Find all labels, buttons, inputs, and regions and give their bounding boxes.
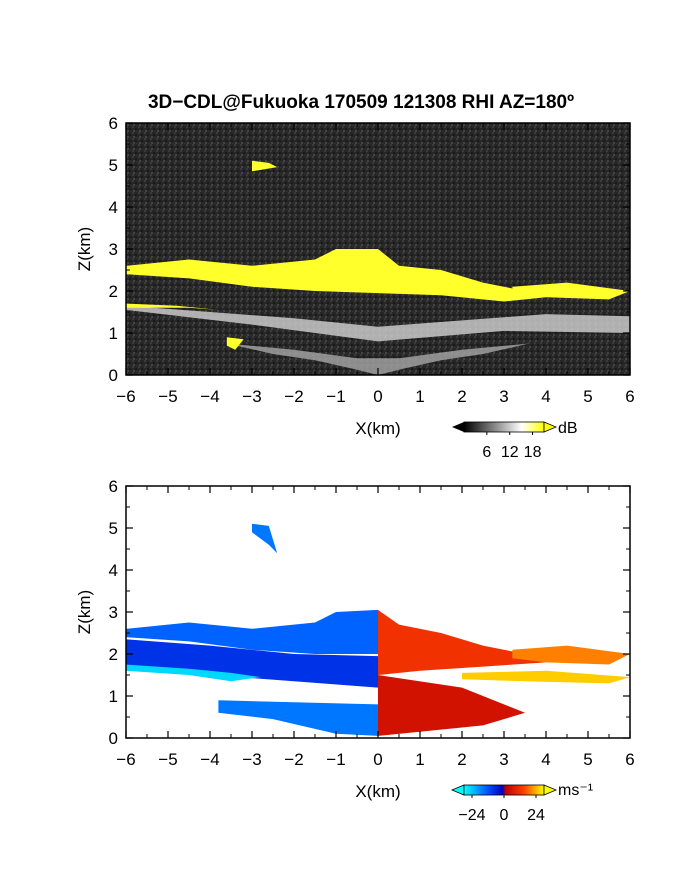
x-tick-label: −3 <box>242 750 261 769</box>
region-0 <box>226 343 530 375</box>
colorbar-velocity: ms⁻¹ −24 0 24 <box>450 782 593 824</box>
region-0 <box>126 609 378 654</box>
colorbar-strip-backscatter <box>463 421 545 433</box>
region-8 <box>462 670 630 684</box>
x-tick-label: −5 <box>158 387 177 406</box>
y-axis-label-backscatter: Z(km) <box>75 227 94 271</box>
colorbar-tick-label: 18 <box>524 444 542 461</box>
x-tick-label: 2 <box>457 387 466 406</box>
y-ticks-velocity: 0 1 2 3 4 5 6 <box>109 477 630 748</box>
colorbar-unit-backscatter: dB <box>558 420 578 437</box>
y-axis-label-velocity: Z(km) <box>75 590 94 634</box>
x-tick-label: 1 <box>415 387 424 406</box>
region-3 <box>252 523 278 554</box>
colorbar-tick-label: 0 <box>500 807 509 824</box>
region-1 <box>126 639 378 688</box>
colorbar-ticks-velocity: −24 0 24 <box>458 795 545 824</box>
x-tick-label: −2 <box>284 387 303 406</box>
x-tick-label: 6 <box>625 387 634 406</box>
colorbar-tick-label: 6 <box>482 444 491 461</box>
colorbar-arrow-right <box>543 421 558 433</box>
x-tick-label: 3 <box>499 387 508 406</box>
y-tick-label: 5 <box>109 519 118 538</box>
x-tick-label: 2 <box>457 750 466 769</box>
colorbar-strip-velocity <box>463 784 545 796</box>
x-tick-label: −6 <box>116 387 135 406</box>
x-tick-label: −4 <box>200 387 219 406</box>
region-2 <box>126 249 546 302</box>
region-5 <box>126 303 219 310</box>
y-tick-label: 4 <box>109 198 118 217</box>
colorbar-tick-label: −24 <box>458 807 485 824</box>
x-tick-label: −1 <box>326 387 345 406</box>
colorbar-ticks-backscatter: 6 12 18 <box>482 432 542 461</box>
region-6 <box>378 675 525 736</box>
chart-title: 3D−CDL@Fukuoka 170509 121308 RHI AZ=180º <box>148 92 574 113</box>
x-axis-label-velocity: X(km) <box>355 782 400 801</box>
colorbar-tick-label: 24 <box>527 807 545 824</box>
region-7 <box>512 645 630 665</box>
colorbar-unit-velocity: ms⁻¹ <box>558 782 593 799</box>
x-tick-label: −4 <box>200 750 219 769</box>
colorbar-arrow-left-velocity <box>450 784 465 796</box>
x-tick-label: 6 <box>625 750 634 769</box>
x-tick-label: 4 <box>541 750 550 769</box>
x-axis-label-backscatter: X(km) <box>355 419 400 438</box>
y-tick-label: 0 <box>109 729 118 748</box>
x-tick-label: −5 <box>158 750 177 769</box>
y-tick-label: 6 <box>109 477 118 496</box>
y-tick-label: 1 <box>109 324 118 343</box>
x-tick-label: −2 <box>284 750 303 769</box>
colorbar-backscatter: dB 6 12 18 <box>452 420 578 461</box>
y-tick-label: 4 <box>109 561 118 580</box>
x-ticks-velocity: −6 −5 −4 −3 −2 −1 0 1 2 3 4 5 6 <box>116 486 635 769</box>
region-2 <box>218 700 378 736</box>
y-tick-label: 5 <box>109 156 118 175</box>
y-tick-label: 2 <box>109 645 118 664</box>
y-tick-label: 2 <box>109 282 118 301</box>
x-tick-label: 3 <box>499 750 508 769</box>
region-4 <box>126 664 261 682</box>
x-tick-label: −3 <box>242 387 261 406</box>
x-tick-label: −6 <box>116 750 135 769</box>
y-tick-label: 1 <box>109 687 118 706</box>
x-tick-label: 4 <box>541 387 550 406</box>
x-tick-label: 5 <box>583 750 592 769</box>
regions-velocity <box>126 523 630 736</box>
y-tick-label: 6 <box>109 114 118 133</box>
colorbar-arrow-left <box>452 422 464 432</box>
x-tick-label: 0 <box>373 750 382 769</box>
regions-backscatter <box>126 160 630 375</box>
x-tick-label: 1 <box>415 750 424 769</box>
y-tick-label: 3 <box>109 603 118 622</box>
y-tick-label: 0 <box>109 366 118 385</box>
x-tick-label: 5 <box>583 387 592 406</box>
region-3 <box>512 282 630 300</box>
x-tick-label: 0 <box>373 387 382 406</box>
region-1 <box>126 305 630 342</box>
x-ticks-backscatter: −6 −5 −4 −3 −2 −1 0 1 2 3 4 5 6 <box>116 123 635 406</box>
region-5 <box>378 609 546 675</box>
region-6 <box>226 337 244 350</box>
y-tick-label: 3 <box>109 240 118 259</box>
region-4 <box>252 160 278 172</box>
x-tick-label: −1 <box>326 750 345 769</box>
y-ticks-backscatter: 0 1 2 3 4 5 6 <box>109 114 630 385</box>
colorbar-tick-label: 12 <box>501 444 519 461</box>
colorbar-arrow-right-velocity <box>543 784 558 796</box>
